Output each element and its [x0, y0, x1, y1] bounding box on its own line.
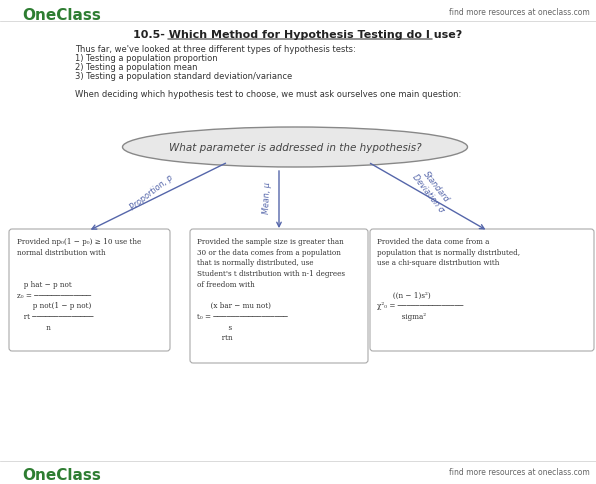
Text: Provided the data come from a
population that is normally distributed,
use a chi: Provided the data come from a population… [377, 238, 520, 320]
Text: Provided the sample size is greater than
30 or the data comes from a population
: Provided the sample size is greater than… [197, 238, 345, 342]
Text: find more resources at oneclass.com: find more resources at oneclass.com [449, 467, 590, 476]
Text: Standard
Deviation σ: Standard Deviation σ [410, 166, 454, 213]
Ellipse shape [123, 128, 467, 167]
Text: Mean, μ: Mean, μ [262, 182, 272, 213]
Text: find more resources at oneclass.com: find more resources at oneclass.com [449, 8, 590, 17]
Text: Provided np₀(1 − p₀) ≥ 10 use the
normal distribution with


   p hat − p not
z₀: Provided np₀(1 − p₀) ≥ 10 use the normal… [17, 238, 141, 331]
Text: Thus far, we've looked at three different types of hypothesis tests:: Thus far, we've looked at three differen… [75, 45, 356, 54]
Text: 2) Testing a population mean: 2) Testing a population mean [75, 63, 197, 72]
Text: 3) Testing a population standard deviation/variance: 3) Testing a population standard deviati… [75, 72, 292, 81]
Text: 10.5- Which Method for Hypothesis Testing do I use?: 10.5- Which Method for Hypothesis Testin… [134, 30, 462, 40]
Text: When deciding which hypothesis test to choose, we must ask ourselves one main qu: When deciding which hypothesis test to c… [75, 90, 461, 99]
Text: What parameter is addressed in the hypothesis?: What parameter is addressed in the hypot… [169, 143, 421, 152]
Text: OneClass: OneClass [22, 467, 101, 482]
FancyBboxPatch shape [190, 229, 368, 363]
Text: Proportion, p: Proportion, p [129, 173, 175, 212]
FancyBboxPatch shape [9, 229, 170, 351]
Text: OneClass: OneClass [22, 8, 101, 23]
FancyBboxPatch shape [370, 229, 594, 351]
Text: 1) Testing a population proportion: 1) Testing a population proportion [75, 54, 218, 63]
